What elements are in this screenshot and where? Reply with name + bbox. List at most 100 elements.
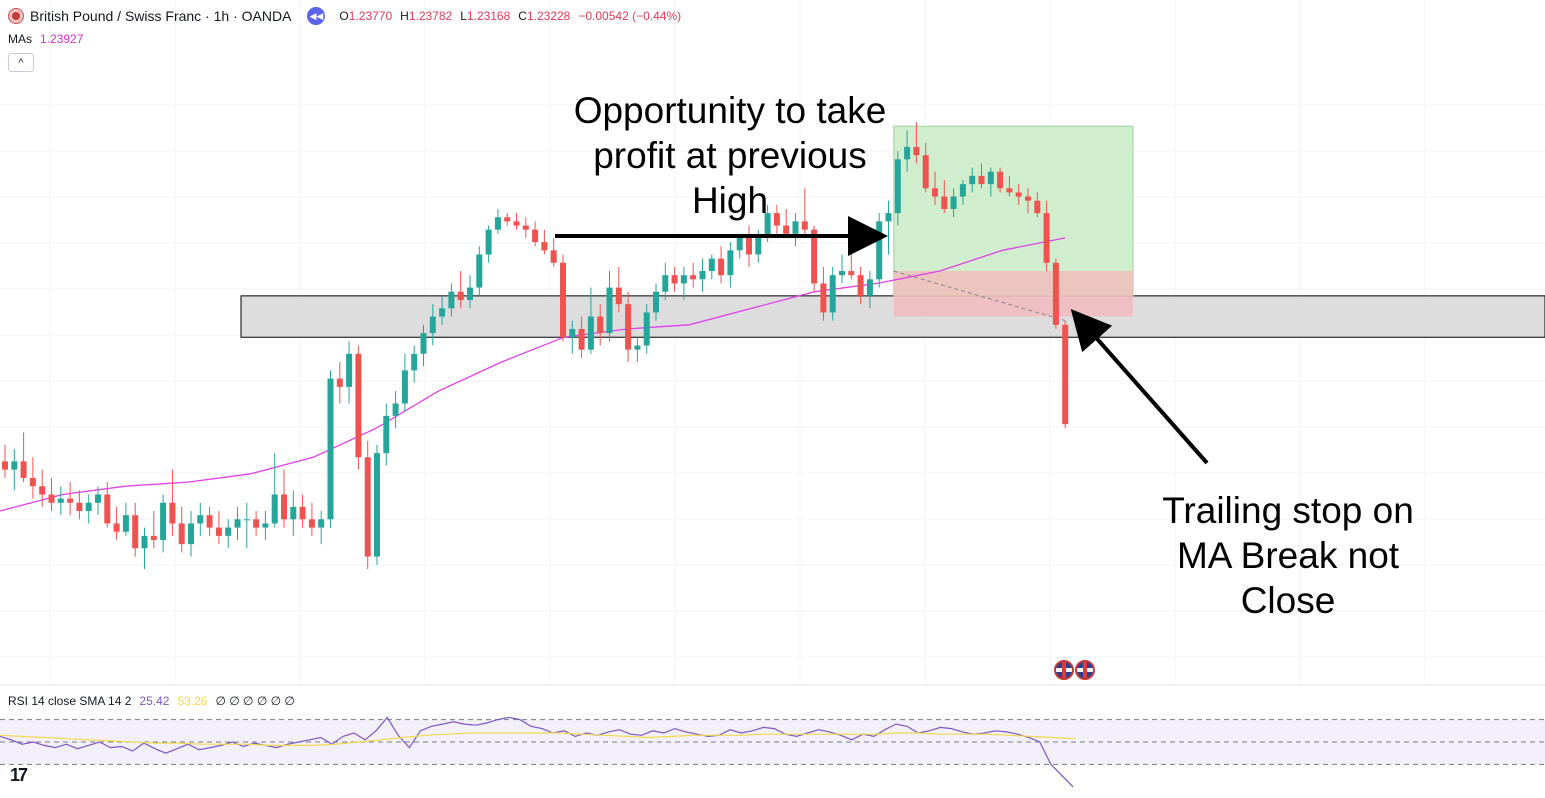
- candle-body: [829, 275, 836, 313]
- candle-up: [467, 275, 473, 309]
- candle-body: [188, 523, 194, 545]
- candle-body: [932, 188, 938, 197]
- candle-up: [894, 151, 901, 226]
- ma-legend-value: 1.23927: [40, 32, 84, 46]
- price-change: −0.00542 (−0.44%): [578, 9, 682, 23]
- candle-up: [85, 494, 92, 524]
- candle-down: [941, 180, 948, 214]
- candle-body: [671, 275, 678, 284]
- candle-down: [20, 432, 27, 483]
- candle-body: [746, 237, 752, 255]
- support-zone: [240, 295, 1545, 338]
- trade-zones: [240, 125, 1545, 338]
- collapse-legend-button[interactable]: ^: [8, 53, 34, 72]
- candle-up: [634, 337, 641, 363]
- candle-up: [439, 295, 446, 325]
- candle-body: [206, 515, 213, 528]
- rsi-legend[interactable]: RSI 14 close SMA 14 2 25.42 53.26 ∅ ∅ ∅ …: [8, 694, 295, 708]
- replay-icon[interactable]: ◀◀: [307, 7, 326, 25]
- rsi-line: [0, 716, 1074, 788]
- candle-body: [169, 502, 176, 524]
- candle-down: [718, 246, 725, 284]
- candle-up: [829, 266, 836, 321]
- annotation-take-profit: Opportunity to take profit at previous H…: [573, 90, 887, 221]
- candle-down: [848, 237, 855, 280]
- candle-down: [820, 266, 827, 321]
- candle-up: [606, 271, 613, 342]
- candle-down: [132, 502, 139, 557]
- candle-body: [950, 196, 957, 209]
- candle-down: [997, 167, 1004, 193]
- candle-body: [848, 271, 855, 276]
- candle-down: [457, 271, 464, 309]
- candle-body: [132, 515, 139, 549]
- candle-body: [941, 196, 948, 209]
- candle-body: [411, 353, 418, 371]
- candle-down: [104, 482, 111, 528]
- candle-body: [392, 403, 399, 416]
- candle-body: [504, 217, 511, 222]
- candle-up: [346, 341, 353, 404]
- rsi-sma-line: [0, 732, 1076, 747]
- candle-body: [643, 312, 650, 346]
- candle-body: [160, 502, 167, 540]
- candle-down: [615, 266, 622, 313]
- candle-up: [262, 511, 269, 540]
- candle-down: [1062, 320, 1069, 429]
- candle-body: [811, 229, 818, 284]
- candle-body: [20, 461, 27, 478]
- candle-down: [39, 469, 46, 507]
- candle-body: [383, 415, 390, 454]
- candle-down: [206, 506, 213, 536]
- tradingview-logo-icon[interactable]: 17: [10, 765, 28, 785]
- candle-up: [969, 167, 976, 193]
- profit-target-zone: [893, 125, 1134, 297]
- candle-body: [281, 494, 287, 520]
- candle-down: [532, 221, 539, 247]
- symbol-title[interactable]: British Pound / Swiss Franc · 1h · OANDA: [30, 8, 292, 24]
- candle-body: [122, 515, 129, 532]
- candle-body: [680, 275, 687, 284]
- candle-body: [225, 527, 232, 536]
- candle-body: [876, 221, 883, 280]
- candle-body: [597, 316, 604, 334]
- candle-down: [671, 266, 678, 292]
- candle-down: [978, 163, 985, 189]
- uk-flag-icon[interactable]: [1075, 660, 1095, 680]
- candle-up: [662, 262, 669, 300]
- candle-body: [290, 506, 297, 520]
- candle-body: [1052, 262, 1059, 325]
- candle-up: [188, 511, 194, 557]
- candle-body: [773, 213, 780, 226]
- candle-body: [197, 515, 204, 524]
- candle-down: [1025, 188, 1031, 214]
- trade-path-line: [893, 270, 1066, 322]
- candle-down: [29, 457, 36, 499]
- candle-body: [885, 213, 892, 222]
- candle-up: [727, 242, 734, 288]
- candle-down: [215, 511, 222, 545]
- candle-body: [494, 217, 501, 230]
- candle-up: [708, 254, 715, 280]
- candle-up: [225, 519, 232, 549]
- ma-legend[interactable]: MAs 1.23927: [8, 32, 83, 46]
- uk-flag-icon[interactable]: [1054, 660, 1074, 680]
- candle-down: [550, 237, 557, 267]
- candle-body: [894, 159, 901, 214]
- candle-body: [299, 506, 306, 520]
- candle-body: [718, 258, 725, 276]
- candle-body: [178, 523, 185, 545]
- candle-down: [578, 316, 585, 358]
- candle-up: [959, 180, 966, 205]
- symbol-header: British Pound / Swiss Franc · 1h · OANDA…: [8, 6, 681, 26]
- candle-body: [764, 213, 771, 238]
- candle-down: [76, 490, 83, 520]
- candle-body: [104, 494, 111, 524]
- candle-body: [439, 308, 446, 317]
- candle-body: [615, 287, 622, 305]
- candle-down: [178, 506, 185, 553]
- candle-body: [1015, 192, 1022, 197]
- candle-down: [913, 122, 920, 164]
- candle-up: [643, 304, 650, 354]
